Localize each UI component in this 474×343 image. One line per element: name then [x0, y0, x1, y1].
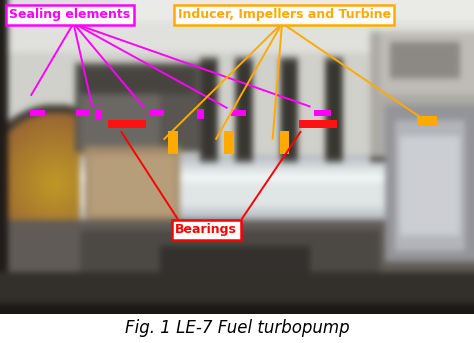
Bar: [299, 120, 337, 128]
Bar: [224, 131, 234, 154]
Bar: [108, 120, 146, 128]
Bar: [314, 110, 331, 116]
Bar: [95, 109, 102, 119]
Bar: [417, 116, 437, 127]
Text: Inducer, Impellers and Turbine: Inducer, Impellers and Turbine: [178, 8, 391, 21]
Bar: [30, 110, 45, 116]
Bar: [231, 110, 246, 116]
Bar: [150, 110, 164, 116]
Bar: [280, 131, 289, 154]
Bar: [76, 110, 90, 116]
Text: Fig. 1 LE-7 Fuel turbopump: Fig. 1 LE-7 Fuel turbopump: [125, 319, 349, 338]
Bar: [197, 109, 204, 119]
Text: Sealing elements: Sealing elements: [9, 8, 131, 21]
Text: Bearings: Bearings: [175, 223, 237, 236]
Bar: [168, 131, 178, 154]
